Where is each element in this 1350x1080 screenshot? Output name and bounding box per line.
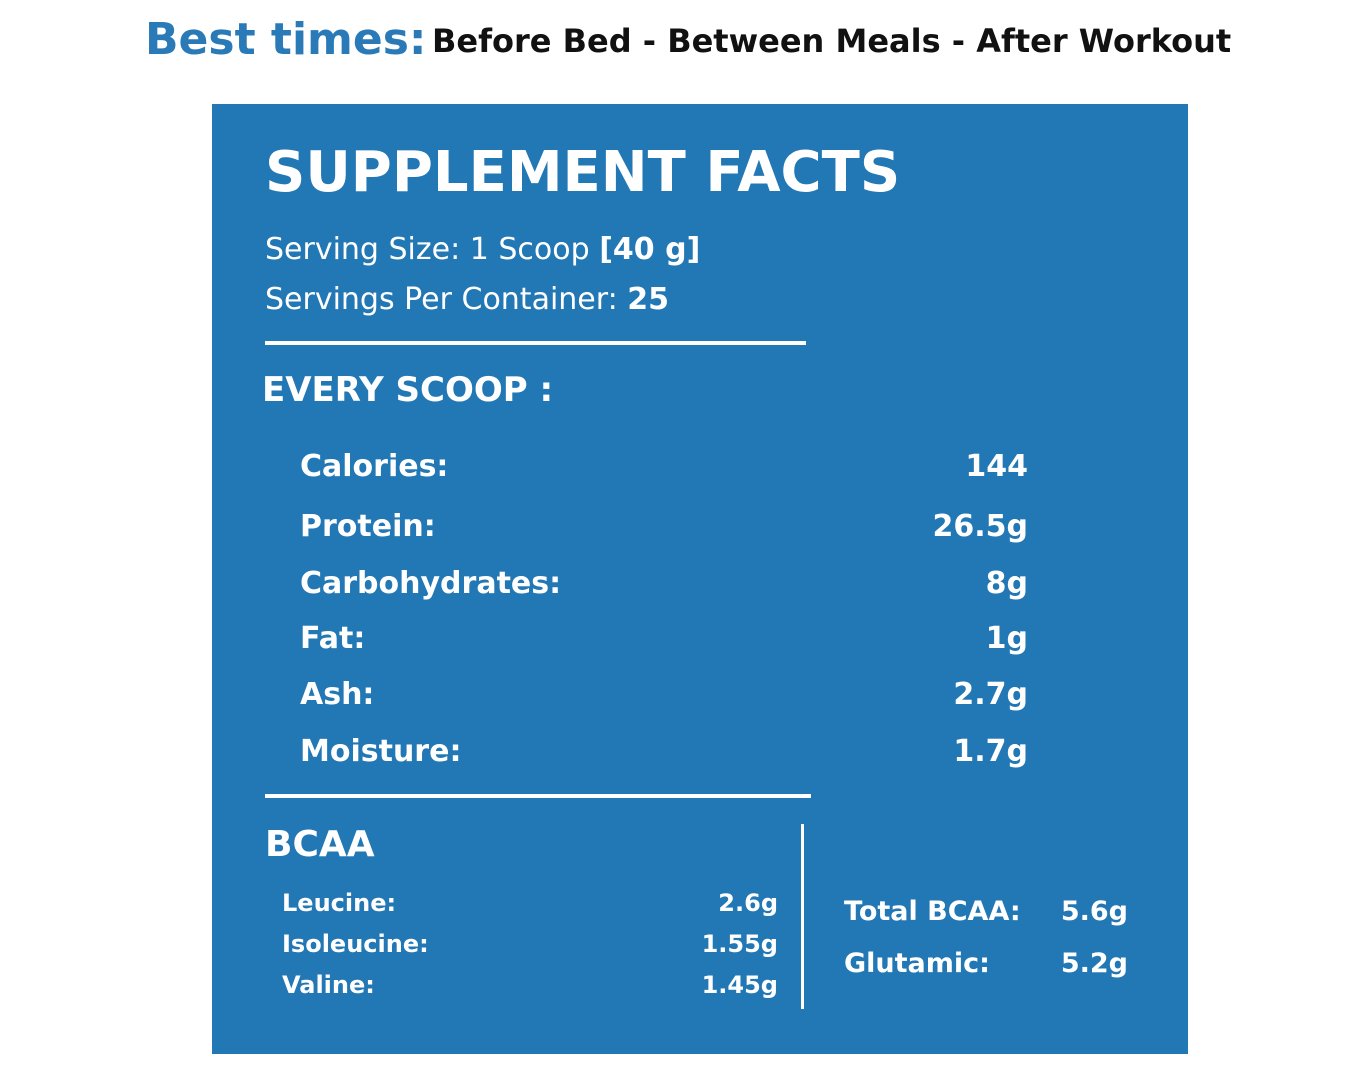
serving-size: Serving Size: 1 Scoop [40 g] bbox=[265, 232, 700, 267]
best-label: Best times: bbox=[145, 14, 427, 65]
nutrient-value: 144 bbox=[965, 449, 1028, 484]
divider bbox=[265, 794, 811, 798]
section: EVERY SCOOP : bbox=[262, 370, 554, 410]
nutrient-value: 1.7g bbox=[953, 734, 1028, 769]
nutrient-label: Calories: bbox=[300, 449, 449, 484]
nutrient-label: Ash: bbox=[300, 677, 375, 712]
nutrient-label: Carbohydrates: bbox=[300, 566, 562, 601]
best-times: Before Bed - Between Meals - After Worko… bbox=[432, 22, 1232, 60]
nutrient-value: 8g bbox=[985, 566, 1028, 601]
total-value: 5.2g bbox=[1060, 948, 1128, 979]
nutrient-value: 1g bbox=[985, 621, 1028, 656]
divider bbox=[265, 341, 806, 345]
bcaa-label: Isoleucine: bbox=[282, 930, 429, 958]
nutrient-value: 2.7g bbox=[953, 677, 1028, 712]
total-value: 5.6g bbox=[1060, 896, 1128, 927]
facts-panel: SUPPLEMENT FACTS Serving Size: 1 Scoop [… bbox=[212, 104, 1188, 1054]
nutrient-label: Protein: bbox=[300, 509, 436, 544]
title: SUPPLEMENT FACTS bbox=[265, 140, 901, 205]
bcaa-value: 2.6g bbox=[718, 889, 778, 917]
nutrient-label: Fat: bbox=[300, 621, 366, 656]
total-label: Total BCAA: bbox=[844, 896, 1021, 927]
label: Servings Per Container: bbox=[265, 282, 618, 317]
vertical-divider bbox=[801, 824, 804, 1009]
bcaa-value: 1.55g bbox=[701, 930, 778, 958]
bcaa-label: Leucine: bbox=[282, 889, 397, 917]
total-label: Glutamic: bbox=[844, 948, 990, 979]
value: [40 g] bbox=[599, 232, 701, 267]
bcaa-title: BCAA bbox=[265, 824, 375, 865]
bcaa-label: Valine: bbox=[282, 971, 375, 999]
nutrient-label: Moisture: bbox=[300, 734, 462, 769]
servings: Servings Per Container: 25 bbox=[265, 282, 669, 317]
bcaa-value: 1.45g bbox=[701, 971, 778, 999]
value: 25 bbox=[627, 282, 669, 317]
label: Serving Size: 1 Scoop bbox=[265, 232, 590, 267]
nutrient-value: 26.5g bbox=[932, 509, 1029, 544]
